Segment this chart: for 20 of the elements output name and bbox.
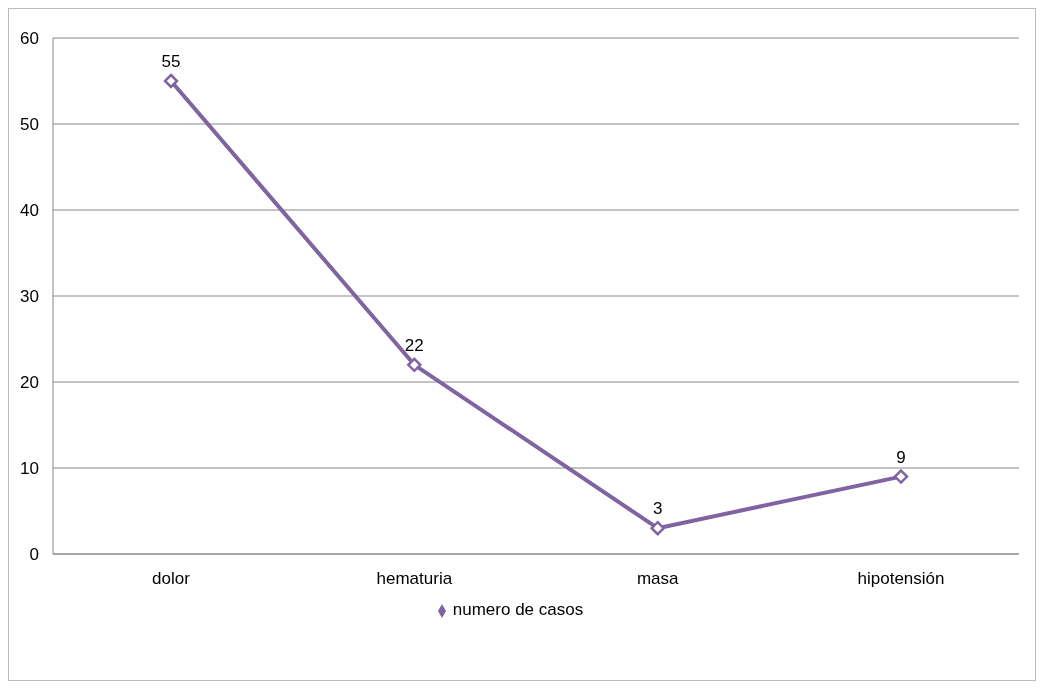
y-tick-label: 30 <box>20 287 39 307</box>
x-tick-label: hipotensión <box>857 569 945 589</box>
data-label: 9 <box>896 447 906 467</box>
y-tick-label: 20 <box>20 373 39 393</box>
point <box>650 520 665 536</box>
y-tick-label: 50 <box>20 115 39 135</box>
legend-label: numero de casos <box>452 600 584 619</box>
x-tick-label: dolor <box>152 569 191 589</box>
point <box>163 73 179 89</box>
data-label: 22 <box>404 335 424 355</box>
data-label: 3 <box>652 499 663 519</box>
y-tick-label: 40 <box>20 201 39 221</box>
point <box>893 469 909 484</box>
x-tick-label: masa <box>636 569 679 589</box>
data-label: 55 <box>161 52 181 71</box>
y-tick-label: 60 <box>20 29 39 49</box>
y-tick-label: 10 <box>20 459 39 479</box>
y-tick-label: 0 <box>29 545 39 565</box>
x-tick-label: hematuria <box>376 569 453 589</box>
point <box>407 357 422 373</box>
